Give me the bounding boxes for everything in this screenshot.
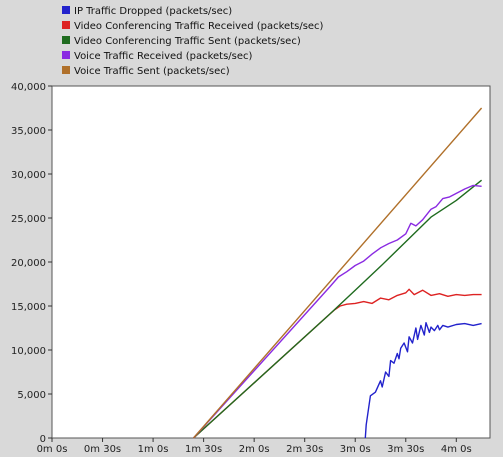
y-tick-label: 40,000 [11,82,46,93]
legend-swatch [62,66,70,74]
x-tick-label: 4m 0s [441,444,472,455]
legend-label: Voice Traffic Sent (packets/sec) [74,66,230,77]
x-tick-label: 0m 0s [37,444,68,455]
x-tick-label: 0m 30s [84,444,121,455]
legend-label: Video Conferencing Traffic Sent (packets… [74,36,301,47]
x-tick-label: 2m 30s [286,444,323,455]
y-tick-label: 20,000 [11,258,46,269]
y-tick-label: 15,000 [11,302,46,313]
plot-area [51,85,491,439]
x-tick-label: 1m 0s [138,444,169,455]
x-tick-label: 1m 30s [185,444,222,455]
series-lines [192,107,483,439]
series-line-4 [192,184,482,439]
y-tick-label: 25,000 [11,214,46,225]
y-tick-label: 30,000 [11,170,46,181]
x-tick-label: 3m 0s [340,444,371,455]
series-line-5 [192,107,483,439]
legend-swatch [62,6,70,14]
legend-swatch [62,21,70,29]
legend-swatch [62,51,70,59]
x-tick-label: 2m 0s [239,444,270,455]
y-tick-label: 35,000 [11,126,46,137]
x-tick-label: 3m 30s [387,444,424,455]
y-tick-label: 5,000 [17,390,46,401]
legend-label: IP Traffic Dropped (packets/sec) [74,6,232,17]
y-axis: 0 5,000 10,000 15,000 20,000 25,000 30,000 35,0… [11,82,52,445]
y-tick-label: 0 [40,434,46,445]
series-line-1 [364,322,482,439]
legend-label: Video Conferencing Traffic Received (pac… [74,21,324,32]
legend-swatch [62,36,70,44]
y-tick-label: 10,000 [11,346,46,357]
series-line-3 [193,179,483,439]
legend-label: Voice Traffic Received (packets/sec) [74,51,253,62]
legend: IP Traffic Dropped (packets/sec) Video Co… [62,6,324,77]
x-axis: 0m 0s 0m 30s 1m 0s 1m 30s 2m 0s 2m 30s 3m 0s 3m… [37,438,472,455]
series-line-2 [193,288,482,439]
